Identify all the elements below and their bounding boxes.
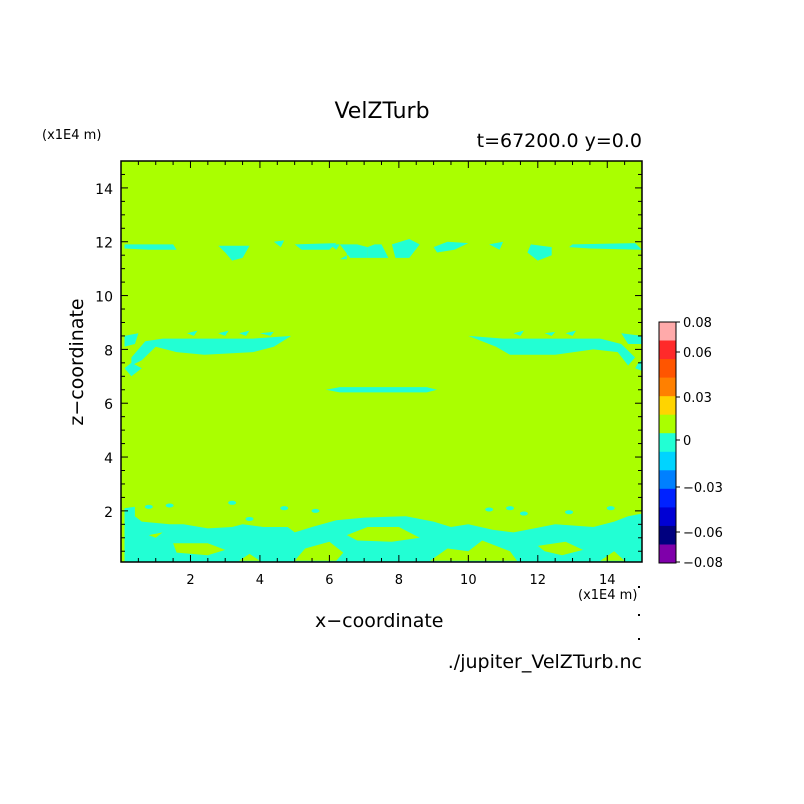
y-tick-label: 8 xyxy=(104,343,113,359)
contour-speck xyxy=(485,507,494,512)
stray-dot xyxy=(638,638,640,640)
contour-hole xyxy=(294,541,344,561)
contour-speck xyxy=(311,508,320,513)
source-file-label: ./jupiter_VelZTurb.nc xyxy=(447,651,642,673)
colorbar-segment xyxy=(659,340,676,360)
contour-region xyxy=(325,387,438,393)
colorbar-segment xyxy=(659,359,676,379)
colorbar-label: −0.08 xyxy=(683,556,723,571)
contour-region xyxy=(124,362,142,377)
contour-region xyxy=(513,330,524,336)
time-label: t=67200.0 y=0.0 xyxy=(476,130,642,152)
contour-region xyxy=(131,335,292,366)
x-tick-label: 6 xyxy=(325,573,333,588)
y-tick-label: 14 xyxy=(95,182,113,198)
colorbar-label: −0.06 xyxy=(683,526,723,541)
y-axis-label: z−coordinate xyxy=(66,298,88,426)
colorbar-label: 0.06 xyxy=(683,346,712,361)
contour-region xyxy=(124,244,177,250)
colorbar-label: −0.03 xyxy=(683,481,723,496)
contour-hole xyxy=(537,541,583,556)
colorbar-segment xyxy=(659,525,676,545)
colorbar-segment xyxy=(659,377,676,397)
contour-speck xyxy=(245,516,254,521)
contour-region xyxy=(329,244,340,250)
x-tick-label: 8 xyxy=(395,573,403,588)
contour-speck xyxy=(606,506,615,511)
contour-hole xyxy=(346,527,420,542)
contour-hole xyxy=(430,540,517,561)
contour-speck xyxy=(565,510,574,515)
contour-region xyxy=(239,330,250,336)
contour-region xyxy=(259,331,274,336)
contour-speck xyxy=(519,511,528,516)
contour-speck xyxy=(144,504,153,509)
y-tick-label: 6 xyxy=(104,397,113,413)
contour-region xyxy=(187,330,198,336)
colorbar-segment xyxy=(659,488,676,508)
y-tick-label: 12 xyxy=(95,236,113,252)
contour-hole xyxy=(173,543,226,556)
x-axis-label: x−coordinate xyxy=(315,610,444,632)
contour-region xyxy=(294,243,337,250)
y-axis-unit: (x1E4 m) xyxy=(42,128,102,143)
contour-speck xyxy=(506,506,515,511)
contour-region xyxy=(367,244,389,258)
contour-region xyxy=(218,330,229,336)
x-tick-label: 2 xyxy=(186,573,194,588)
colorbar-segment xyxy=(659,507,676,527)
contour-region xyxy=(391,239,420,258)
contour-region xyxy=(468,335,636,366)
colorbar-segment xyxy=(659,470,676,490)
contour-region xyxy=(433,241,469,253)
colorbar-segment xyxy=(659,451,676,471)
stray-dot xyxy=(638,614,640,616)
x-tick-label: 12 xyxy=(530,573,547,588)
contour-region xyxy=(218,245,250,261)
contour-region xyxy=(124,333,139,347)
x-tick-label: 4 xyxy=(256,573,264,588)
contour-region xyxy=(544,331,556,336)
colorbar-label: 0.08 xyxy=(683,316,712,331)
contour-region xyxy=(489,241,504,250)
stray-dot xyxy=(638,586,640,588)
colorbar-label: 0.03 xyxy=(683,391,712,406)
colorbar-segment xyxy=(659,322,676,341)
x-axis-unit: (x1E4 m) xyxy=(578,588,638,603)
contour-region xyxy=(273,240,285,248)
contour-region xyxy=(527,244,552,261)
contour-background xyxy=(121,161,642,562)
contour-speck xyxy=(165,503,174,508)
y-tick-label: 10 xyxy=(95,290,113,306)
x-tick-label: 10 xyxy=(460,573,477,588)
colorbar-label: 0 xyxy=(683,434,691,449)
colorbar-segment xyxy=(659,544,676,564)
contour-region xyxy=(621,333,642,344)
x-tick-label: 14 xyxy=(599,573,616,588)
plot-title: VelZTurb xyxy=(334,99,430,124)
contour-hole xyxy=(148,532,163,538)
contour-region xyxy=(339,244,368,258)
y-tick-label: 4 xyxy=(104,451,113,467)
contour-hole xyxy=(600,551,625,561)
y-tick-label: 2 xyxy=(104,505,113,521)
colorbar-frame xyxy=(658,321,677,564)
contour-hole xyxy=(239,553,260,561)
contour-region xyxy=(565,330,576,336)
contour-speck xyxy=(280,506,289,511)
colorbar-segment xyxy=(659,433,676,453)
colorbar-segment xyxy=(659,414,676,434)
contour-region xyxy=(569,243,642,250)
contour-speck xyxy=(228,500,237,505)
colorbar-segment xyxy=(659,396,676,416)
